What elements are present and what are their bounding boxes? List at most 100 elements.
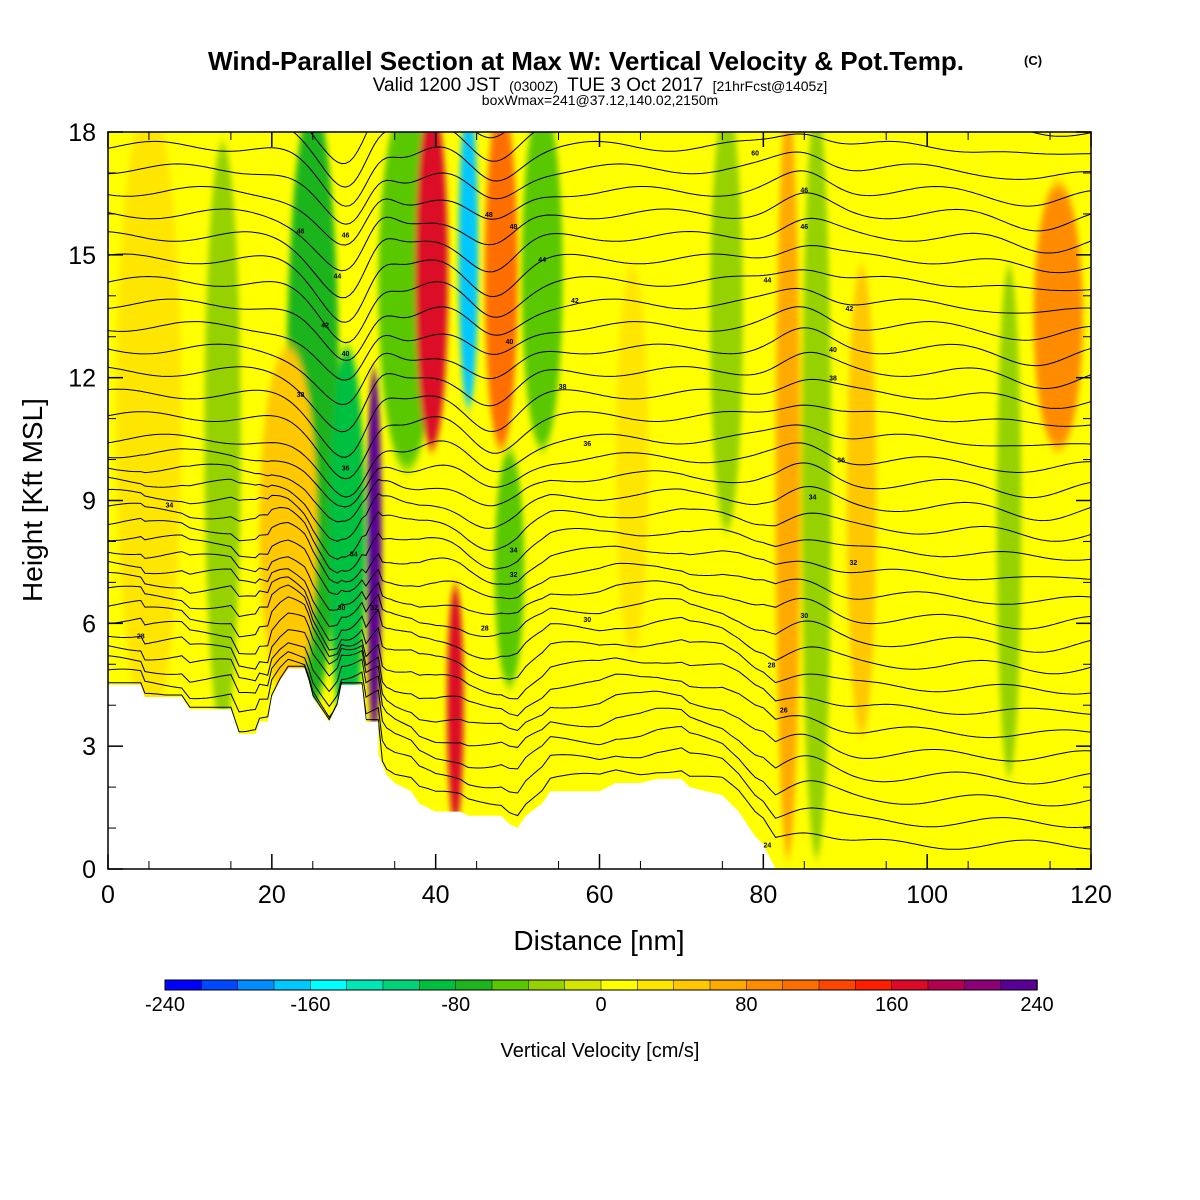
velocity-cell-13	[775, 132, 801, 858]
contour-label-34: 28	[768, 662, 776, 669]
theta-contours	[108, 132, 1091, 850]
chart-title: Wind-Parallel Section at Max W: Vertical…	[208, 46, 964, 76]
velocity-cell-18	[846, 265, 877, 736]
x-tick-label-1: 20	[258, 881, 286, 909]
colorbar-cell-11	[564, 979, 602, 991]
velocity-cell-19	[615, 265, 649, 654]
contour-label-17: 38	[559, 384, 567, 391]
colorbar-cell-14	[673, 979, 711, 991]
colorbar-cell-8	[455, 979, 493, 991]
theta-contour-0	[108, 665, 1091, 850]
colorbar-cell-21	[927, 979, 966, 991]
contour-label-11: 28	[137, 634, 145, 641]
x-ticks: 0 20 40 60 80 100 120	[101, 132, 1112, 909]
x-tick-label-3: 60	[586, 881, 614, 909]
y-tick-label-3: 9	[82, 488, 96, 516]
contour-label-13: 48	[510, 224, 518, 231]
theta-contour-3	[108, 642, 1091, 785]
colorbar-cell-19	[855, 979, 893, 991]
colorbar: -240 -160 -80 0 80 160 240	[145, 979, 1054, 1016]
contour-labels: 46 46 44 42 40 38 36 34 34 30 32 28 48 48 44 42 40 38 36 34…	[137, 150, 858, 849]
colorbar-cell-1	[201, 979, 239, 991]
y-tick-label-2: 6	[82, 610, 96, 638]
x-tick-label-0: 0	[101, 881, 115, 909]
contour-label-36: 24	[764, 842, 772, 849]
contour-label-27: 42	[845, 306, 853, 313]
velocity-cell-2	[366, 368, 382, 736]
velocity-cell-9	[494, 450, 525, 687]
theta-contour-2	[108, 651, 1091, 807]
colorbar-labels: -240 -160 -80 0 80 160 240	[145, 994, 1054, 1016]
colorbar-cell-5	[346, 979, 384, 991]
contour-label-2: 44	[333, 273, 341, 280]
colorbar-cell-22	[964, 979, 1002, 991]
theta-contour-25	[108, 269, 1091, 344]
colorbar-tick-label-6: 240	[1020, 994, 1053, 1016]
subtitle-zulu: (0300Z)	[509, 78, 558, 94]
contour-label-14: 44	[538, 257, 546, 264]
theta-contour-4	[108, 629, 1091, 762]
theta-contour-10	[108, 551, 1091, 630]
contour-label-21: 28	[481, 625, 489, 632]
colorbar-tick-label-2: -80	[441, 994, 470, 1016]
x-axis-title: Distance [nm]	[513, 925, 684, 956]
contour-label-6: 36	[342, 466, 350, 473]
velocity-cell-8	[484, 132, 518, 449]
theta-contour-20	[108, 378, 1091, 458]
velocity-cell-7	[447, 585, 464, 826]
colorbar-cell-2	[237, 979, 275, 991]
theta-contour-16	[108, 462, 1091, 523]
y-tick-label-1: 3	[82, 733, 96, 761]
colorbar-cell-6	[382, 979, 421, 991]
y-tick-label-0: 0	[82, 856, 96, 884]
contour-label-31: 34	[809, 494, 817, 501]
theta-contour-1	[108, 658, 1091, 829]
theta-contour-18	[108, 424, 1091, 498]
colorbar-frame	[164, 979, 1038, 991]
colorbar-title: Vertical Velocity [cm/s]	[501, 1040, 700, 1062]
theta-contour-14	[108, 488, 1091, 560]
subtitle-forecast: [21hrFcst@1405z]	[713, 78, 828, 94]
velocity-cell-11	[259, 347, 317, 703]
theta-contour-7	[108, 584, 1091, 695]
plot-area: 46 46 44 42 40 38 36 34 34 30 32 28 48 48 44 42 40 38 36 34…	[108, 132, 1091, 869]
theta-contour-5	[108, 612, 1091, 739]
contour-label-5: 38	[297, 392, 305, 399]
theta-contour-29	[108, 170, 1091, 246]
theta-contour-6	[108, 596, 1091, 715]
theta-contour-21	[108, 351, 1091, 433]
colorbar-tick-label-4: 80	[735, 994, 757, 1016]
theta-contour-11	[108, 534, 1091, 605]
theta-contour-19	[108, 404, 1091, 480]
subtitle-valid: Valid 1200 JST	[373, 75, 501, 96]
y-axis-title: Height [Kft MSL]	[17, 398, 48, 602]
title-mark: (C)	[1024, 53, 1042, 68]
velocity-cell-12	[116, 132, 182, 727]
contour-label-28: 40	[829, 347, 837, 354]
theta-contour-17	[108, 442, 1091, 508]
theta-contour-30	[108, 151, 1091, 225]
contour-label-30: 36	[837, 458, 845, 465]
colorbar-cell-23	[1000, 979, 1038, 991]
theta-contour-23	[108, 306, 1091, 381]
velocity-cell-15	[710, 132, 743, 531]
colorbar-cell-9	[491, 979, 530, 991]
velocity-cell-17	[996, 265, 1022, 777]
colorbar-cell-12	[600, 979, 639, 991]
contour-label-10: 32	[370, 605, 378, 612]
theta-contour-15	[108, 476, 1091, 542]
theta-contour-8	[108, 571, 1091, 675]
velocity-cell-14	[801, 132, 832, 858]
chart-subtitle: Valid 1200 JST (0300Z) TUE 3 Oct 2017 [2…	[373, 75, 827, 96]
colorbar-tick-label-0: -240	[145, 994, 185, 1016]
colorbar-cell-3	[273, 979, 312, 991]
y-tick-label-4: 12	[68, 365, 96, 393]
contour-label-8: 34	[350, 552, 358, 559]
contour-label-7: 34	[166, 503, 174, 510]
contour-label-20: 32	[510, 572, 518, 579]
x-tick-label-6: 120	[1070, 881, 1112, 909]
contour-label-35: 26	[780, 707, 788, 714]
